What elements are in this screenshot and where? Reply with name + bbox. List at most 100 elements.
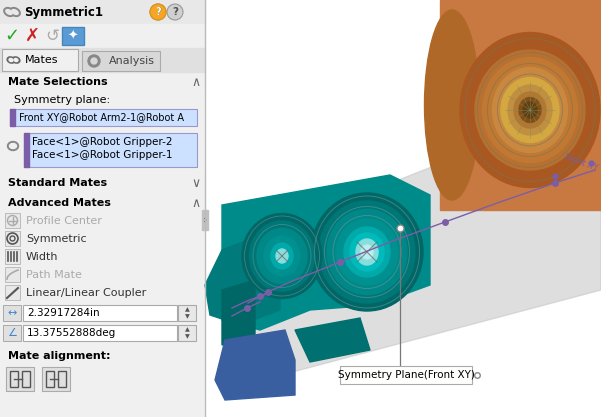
Bar <box>24 133 29 167</box>
Ellipse shape <box>344 227 390 277</box>
Ellipse shape <box>523 102 537 118</box>
Text: ›: › <box>203 215 207 225</box>
Bar <box>82 51 160 71</box>
Text: ✗: ✗ <box>25 27 40 45</box>
Bar <box>5 249 20 264</box>
Ellipse shape <box>7 141 19 151</box>
Text: Linear/Linear Coupler: Linear/Linear Coupler <box>26 287 146 297</box>
Text: ↺: ↺ <box>45 27 59 45</box>
Text: Advanced Mates: Advanced Mates <box>8 198 111 208</box>
Bar <box>0 195 205 211</box>
Bar <box>5 267 20 282</box>
Ellipse shape <box>257 229 307 284</box>
Text: Mate Selections: Mate Selections <box>8 77 108 87</box>
Ellipse shape <box>9 58 13 62</box>
Ellipse shape <box>311 193 423 311</box>
Ellipse shape <box>242 214 322 299</box>
Text: Front XY@Robot Arm2-1@Robot A: Front XY@Robot Arm2-1@Robot A <box>19 113 184 123</box>
Circle shape <box>88 55 100 67</box>
Text: ?: ? <box>155 7 161 17</box>
Bar <box>22 371 30 387</box>
Polygon shape <box>440 0 601 210</box>
Bar <box>202 210 208 230</box>
Text: Symmetry plane:: Symmetry plane: <box>14 95 110 105</box>
Ellipse shape <box>483 58 578 163</box>
Text: ▼: ▼ <box>185 334 189 339</box>
Bar <box>0 24 205 48</box>
Ellipse shape <box>276 249 288 263</box>
Ellipse shape <box>460 33 600 188</box>
Text: Standard Mates: Standard Mates <box>8 178 107 188</box>
Bar <box>23 325 177 341</box>
Polygon shape <box>215 330 295 400</box>
Circle shape <box>150 4 166 20</box>
Bar <box>46 371 54 387</box>
Ellipse shape <box>356 239 378 265</box>
Text: Face<1>@Robot Gripper-1: Face<1>@Robot Gripper-1 <box>32 150 172 160</box>
Bar <box>205 0 601 417</box>
Text: 13.37552888deg: 13.37552888deg <box>27 328 116 338</box>
Bar <box>58 371 66 387</box>
Text: Symmetry Plane(Front XY): Symmetry Plane(Front XY) <box>338 370 474 380</box>
Text: Analysis: Analysis <box>109 56 155 66</box>
Ellipse shape <box>12 10 18 15</box>
Bar <box>6 367 34 391</box>
Bar <box>0 0 205 417</box>
Bar <box>0 48 205 72</box>
Text: ∠: ∠ <box>7 328 17 338</box>
Polygon shape <box>222 280 255 345</box>
Circle shape <box>150 4 166 20</box>
Ellipse shape <box>249 221 314 291</box>
Text: ∨: ∨ <box>192 176 201 189</box>
Ellipse shape <box>424 10 480 200</box>
Ellipse shape <box>492 68 567 153</box>
Text: ✦: ✦ <box>68 30 78 43</box>
Bar <box>340 366 472 384</box>
Text: Front XY: Front XY <box>563 153 599 173</box>
Bar <box>24 133 197 167</box>
Ellipse shape <box>10 8 20 16</box>
Text: ?: ? <box>155 7 161 17</box>
Bar <box>0 0 205 24</box>
Text: ▲: ▲ <box>185 327 189 332</box>
Bar <box>0 175 205 191</box>
Ellipse shape <box>350 233 384 271</box>
Polygon shape <box>295 318 370 362</box>
Ellipse shape <box>12 57 20 63</box>
Ellipse shape <box>319 201 415 303</box>
Text: ✓: ✓ <box>4 27 20 45</box>
Ellipse shape <box>264 236 300 276</box>
Text: Symmetric: Symmetric <box>26 234 87 244</box>
Bar <box>5 231 20 246</box>
Text: Mates: Mates <box>25 55 59 65</box>
Text: 2.32917284in: 2.32917284in <box>27 308 100 318</box>
Ellipse shape <box>271 243 293 269</box>
Ellipse shape <box>327 209 407 294</box>
Polygon shape <box>205 235 280 325</box>
Bar <box>5 285 20 300</box>
Ellipse shape <box>501 78 559 143</box>
Ellipse shape <box>14 58 18 62</box>
Bar <box>23 305 177 321</box>
Ellipse shape <box>508 85 552 135</box>
Bar <box>2 49 78 71</box>
Bar <box>62 27 84 45</box>
Ellipse shape <box>4 8 14 16</box>
Text: ?: ? <box>172 7 178 17</box>
Bar <box>178 325 196 341</box>
Bar <box>178 305 196 321</box>
Ellipse shape <box>361 245 373 259</box>
Ellipse shape <box>475 50 585 170</box>
Bar <box>5 213 20 228</box>
Ellipse shape <box>336 219 398 285</box>
Bar <box>10 109 15 126</box>
Polygon shape <box>225 100 601 390</box>
Polygon shape <box>222 175 430 330</box>
Ellipse shape <box>6 10 12 15</box>
Bar <box>42 367 70 391</box>
Bar <box>10 109 197 126</box>
Text: Mate alignment:: Mate alignment: <box>8 351 111 361</box>
Ellipse shape <box>519 98 541 123</box>
Bar <box>10 371 18 387</box>
Bar <box>0 74 205 90</box>
